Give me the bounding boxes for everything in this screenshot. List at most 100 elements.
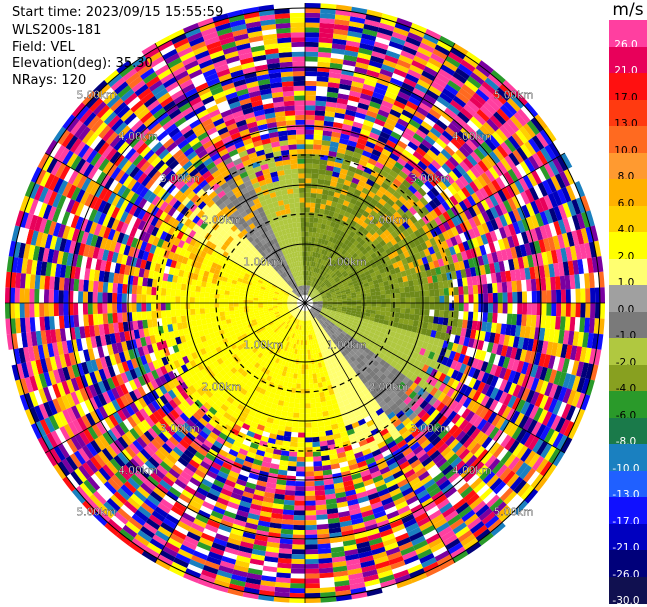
velocity-gate — [391, 203, 401, 212]
velocity-gate — [556, 188, 567, 205]
velocity-gate — [373, 144, 384, 153]
velocity-gate — [441, 111, 454, 123]
velocity-gate — [313, 470, 324, 477]
velocity-gate — [479, 264, 486, 276]
velocity-gate — [388, 169, 399, 179]
velocity-gate — [348, 25, 364, 34]
velocity-gate — [326, 160, 335, 167]
velocity-gate — [561, 358, 570, 374]
velocity-gate — [400, 50, 416, 61]
velocity-gate — [433, 76, 448, 89]
velocity-gate — [531, 303, 537, 316]
velocity-gate — [338, 83, 352, 91]
velocity-gate — [572, 331, 580, 347]
velocity-gate — [331, 294, 337, 298]
velocity-gate — [385, 298, 391, 303]
velocity-gate — [321, 276, 326, 282]
velocity-gate — [340, 292, 347, 296]
velocity-gate — [338, 88, 351, 96]
velocity-gate — [435, 72, 450, 85]
velocity-gate — [438, 310, 445, 318]
velocity-gate — [341, 294, 347, 298]
velocity-gate — [412, 133, 425, 143]
velocity-gate — [313, 387, 320, 394]
velocity-gate — [286, 411, 294, 418]
velocity-gate — [305, 490, 316, 496]
velocity-gate — [413, 229, 422, 239]
velocity-gate — [481, 81, 496, 95]
velocity-gate — [584, 242, 592, 259]
velocity-gate — [399, 312, 405, 319]
velocity-gate — [315, 292, 320, 296]
velocity-gate — [317, 56, 331, 63]
velocity-gate — [321, 265, 327, 271]
velocity-gate — [284, 426, 292, 432]
velocity-gate — [368, 221, 376, 229]
velocity-gate — [340, 73, 354, 81]
velocity-gate — [472, 178, 484, 190]
velocity-gate — [444, 295, 450, 303]
velocity-gate — [359, 191, 368, 200]
velocity-gate — [311, 236, 316, 243]
velocity-gate — [546, 341, 554, 356]
velocity-gate — [472, 284, 479, 295]
velocity-gate — [445, 198, 455, 209]
velocity-gate — [414, 290, 420, 298]
velocity-gate — [510, 246, 518, 259]
velocity-gate — [284, 494, 295, 501]
velocity-gate — [403, 105, 417, 115]
velocity-gate — [394, 144, 405, 154]
velocity-gate — [535, 212, 545, 227]
velocity-gate — [310, 398, 316, 404]
velocity-gate — [418, 142, 430, 154]
velocity-gate — [371, 217, 379, 225]
velocity-gate — [414, 177, 425, 188]
velocity-gate — [352, 240, 360, 247]
velocity-gate — [305, 51, 319, 57]
velocity-gate — [336, 98, 349, 105]
velocity-gate — [376, 235, 384, 243]
velocity-gate — [458, 260, 466, 270]
velocity-gate — [356, 303, 362, 306]
velocity-gate — [488, 332, 496, 344]
velocity-gate — [458, 145, 471, 158]
velocity-gate — [437, 281, 444, 289]
velocity-gate — [378, 282, 385, 288]
velocity-gate — [350, 312, 356, 317]
velocity-gate — [388, 135, 400, 145]
velocity-gate — [560, 343, 568, 359]
velocity-gate — [547, 355, 556, 370]
velocity-gate — [332, 299, 338, 302]
velocity-gate — [395, 307, 401, 313]
velocity-gate — [405, 297, 411, 303]
velocity-gate — [404, 291, 411, 298]
velocity-gate — [325, 106, 336, 113]
velocity-gate — [305, 456, 314, 462]
velocity-gate — [323, 286, 329, 291]
velocity-gate — [476, 201, 486, 214]
velocity-gate — [310, 293, 315, 298]
velocity-gate — [317, 306, 323, 309]
velocity-gate — [525, 202, 536, 217]
velocity-gate — [458, 87, 473, 101]
velocity-gate — [594, 303, 601, 319]
velocity-gate — [393, 317, 400, 323]
velocity-gate — [580, 362, 589, 379]
velocity-gate — [436, 324, 443, 332]
velocity-gate — [541, 290, 547, 303]
velocity-gate — [460, 127, 473, 140]
velocity-gate — [539, 165, 551, 181]
velocity-gate — [441, 201, 451, 212]
velocity-gate — [463, 294, 469, 303]
velocity-gate — [469, 116, 483, 129]
velocity-gate — [423, 283, 430, 291]
velocity-gate — [524, 188, 535, 203]
velocity-gate — [466, 119, 480, 133]
velocity-gate — [338, 247, 345, 254]
velocity-gate — [318, 169, 327, 175]
velocity-gate — [315, 90, 328, 97]
velocity-gate — [290, 436, 298, 443]
velocity-gate — [444, 264, 451, 274]
velocity-gate — [420, 183, 431, 194]
velocity-gate — [352, 261, 359, 267]
